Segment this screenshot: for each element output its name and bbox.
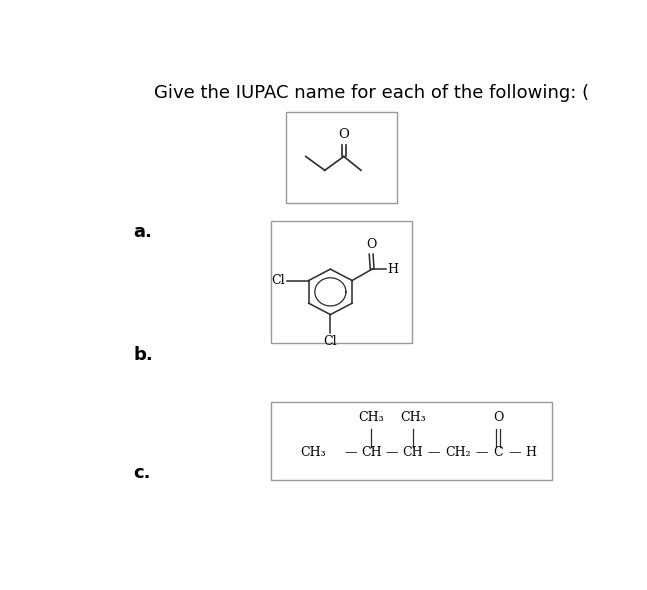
Text: O: O — [338, 128, 349, 141]
Text: —: — — [344, 446, 356, 459]
Text: —: — — [476, 446, 488, 459]
Text: —: — — [427, 446, 440, 459]
Text: —: — — [386, 446, 398, 459]
Text: CH₃: CH₃ — [301, 446, 326, 459]
Text: CH₃: CH₃ — [358, 411, 384, 424]
Bar — [272, 221, 412, 343]
Text: Cl: Cl — [324, 335, 337, 348]
Text: C: C — [494, 446, 503, 459]
Text: Give the IUPAC name for each of the following: (: Give the IUPAC name for each of the foll… — [153, 84, 589, 101]
Text: CH: CH — [402, 446, 423, 459]
Text: CH₃: CH₃ — [400, 411, 426, 424]
Text: O: O — [366, 238, 377, 251]
Text: H: H — [387, 263, 398, 276]
Text: c.: c. — [133, 464, 151, 482]
Text: Cl: Cl — [271, 274, 285, 287]
Text: O: O — [493, 411, 503, 424]
Text: b.: b. — [133, 346, 153, 363]
Bar — [272, 402, 553, 480]
Text: CH: CH — [361, 446, 382, 459]
Bar — [287, 112, 397, 202]
Text: H: H — [525, 446, 536, 459]
Text: CH₂: CH₂ — [445, 446, 470, 459]
Text: a.: a. — [133, 223, 153, 241]
Text: —: — — [509, 446, 521, 459]
